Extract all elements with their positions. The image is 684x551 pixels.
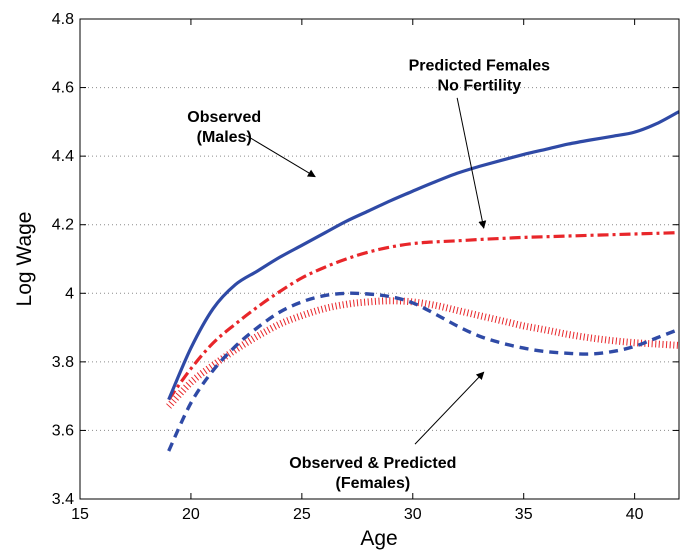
y-tick-label: 4.4 xyxy=(52,148,74,165)
y-tick-label: 3.8 xyxy=(52,354,74,371)
annotation-arrow xyxy=(414,371,485,445)
y-tick-label: 3.4 xyxy=(52,491,74,508)
annotation-text: Predicted Females xyxy=(409,57,551,74)
x-tick-label: 35 xyxy=(515,506,533,523)
x-tick-label: 15 xyxy=(71,506,89,523)
series-line-dashed xyxy=(167,291,680,452)
annotation-arrow xyxy=(456,97,487,229)
x-axis-title: Age xyxy=(360,527,397,550)
annotation-text: No Fertility xyxy=(438,77,522,94)
y-tick-label: 3.6 xyxy=(52,422,74,439)
y-tick-label: 4.8 xyxy=(52,11,74,28)
x-tick-label: 40 xyxy=(626,506,644,523)
annotation-text: (Males) xyxy=(197,129,252,146)
annotations: Predicted Females No Fertility Observed (Ma… xyxy=(187,57,550,492)
plot-frame xyxy=(79,18,680,500)
y-tick-label: 4.2 xyxy=(52,217,74,234)
x-tick-label: 25 xyxy=(293,506,311,523)
x-tick-label: 20 xyxy=(182,506,200,523)
annotation-arrow xyxy=(246,135,316,178)
annotation-text: Observed & Predicted xyxy=(289,455,456,472)
series-layer xyxy=(166,110,680,452)
series-line-hatched xyxy=(166,297,680,409)
axes xyxy=(79,18,680,500)
series-line-dash-dot xyxy=(167,231,680,401)
y-axis-title: Log Wage xyxy=(13,212,36,307)
tick-labels: 3.4 3.6 3.8 4 4.2 4.4 4.6 4.8 15 20 25 30 35 40 xyxy=(52,11,644,523)
annotation-text: Observed xyxy=(187,109,261,126)
y-tick-label: 4 xyxy=(65,285,74,302)
x-tick-label: 30 xyxy=(404,506,422,523)
tick-marks xyxy=(79,18,679,500)
series-line-solid xyxy=(167,110,680,401)
annotation-text: (Females) xyxy=(335,475,410,492)
y-tick-label: 4.6 xyxy=(52,80,74,97)
